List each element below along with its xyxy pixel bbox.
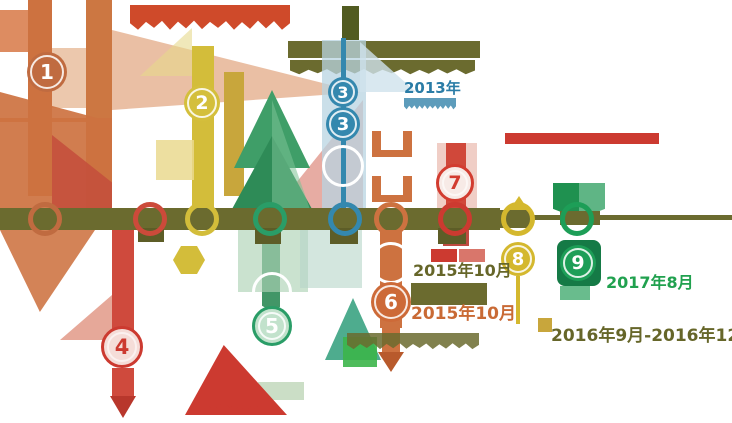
milestone-badge-3b: 3 (326, 107, 360, 141)
obscured-text-red-bottom (196, 396, 258, 410)
tree-highlight (272, 100, 312, 215)
milestone-badge-3a: 3 (328, 77, 358, 107)
timeline-node-5 (328, 202, 362, 236)
milestone-badge-6: 6 (371, 282, 411, 322)
orange-goalpost (372, 131, 412, 157)
milestone-number: 8 (511, 248, 525, 270)
timeline-node-9 (560, 202, 594, 236)
milestone-badge-9: 9 (560, 245, 596, 281)
milestone-number: 3 (336, 113, 350, 135)
date-label-2017: 2017年8月 (606, 273, 694, 292)
orange-shape (0, 230, 95, 312)
white-ring (370, 242, 412, 284)
milestone-number: 3 (337, 82, 349, 102)
orange-goalpost (372, 176, 412, 202)
olive-top-bar (342, 6, 359, 40)
date-label-2016-range: 2016年9月-2016年12月 (551, 326, 732, 346)
red-frag (431, 249, 457, 262)
milestone-number: 4 (114, 335, 130, 359)
milestone-number: 1 (40, 60, 54, 84)
obscured-text-red (130, 5, 290, 30)
obscured-text-olive-bottom (347, 333, 479, 350)
timeline-node-1 (28, 202, 62, 236)
white-ring (322, 145, 364, 187)
timeline-node-7 (438, 202, 472, 236)
red-band (112, 230, 134, 338)
mustard-band (224, 72, 244, 196)
timeline-node-6 (374, 202, 408, 236)
obscured-text-olive-line1 (288, 41, 480, 58)
timeline-node-2 (133, 202, 167, 236)
timeline-band (0, 208, 500, 230)
milestone-number: 7 (448, 172, 462, 194)
red-pointer (110, 396, 136, 418)
timeline-node-8 (501, 202, 535, 236)
milestone-number: 2 (195, 92, 209, 114)
timeline-node-3 (185, 202, 219, 236)
milestone-badge-7: 7 (436, 164, 474, 202)
milestone-badge-8: 8 (501, 242, 535, 276)
orange-pointer (378, 352, 404, 372)
yellow-hexagon (173, 246, 205, 274)
yellow-stem (516, 276, 520, 324)
red-horizontal-bar (505, 133, 659, 144)
yellow-shape (156, 140, 194, 180)
milestone-number: 6 (384, 290, 398, 314)
red-frag (459, 249, 485, 262)
green-frag (560, 286, 590, 300)
red-light-wedge (60, 295, 112, 340)
date-label-2015-top: 2015年10月 (413, 261, 512, 280)
date-label-2013: 2013年 (404, 79, 461, 97)
pale-green-frag (258, 382, 304, 400)
timeline-node-4 (253, 202, 287, 236)
obscured-block-olive (411, 283, 487, 305)
milestone-badge-1: 1 (27, 52, 67, 92)
obscured-text-blue (404, 98, 456, 110)
date-label-2015-bottom: 2015年10月 (411, 304, 516, 324)
milestone-badge-5: 5 (252, 306, 292, 346)
milestone-badge-4: 4 (101, 326, 143, 368)
milestone-number: 9 (571, 252, 585, 274)
milestone-badge-2: 2 (184, 85, 220, 121)
red-band (112, 368, 134, 396)
milestone-number: 5 (265, 314, 279, 338)
mustard-square (538, 318, 552, 332)
